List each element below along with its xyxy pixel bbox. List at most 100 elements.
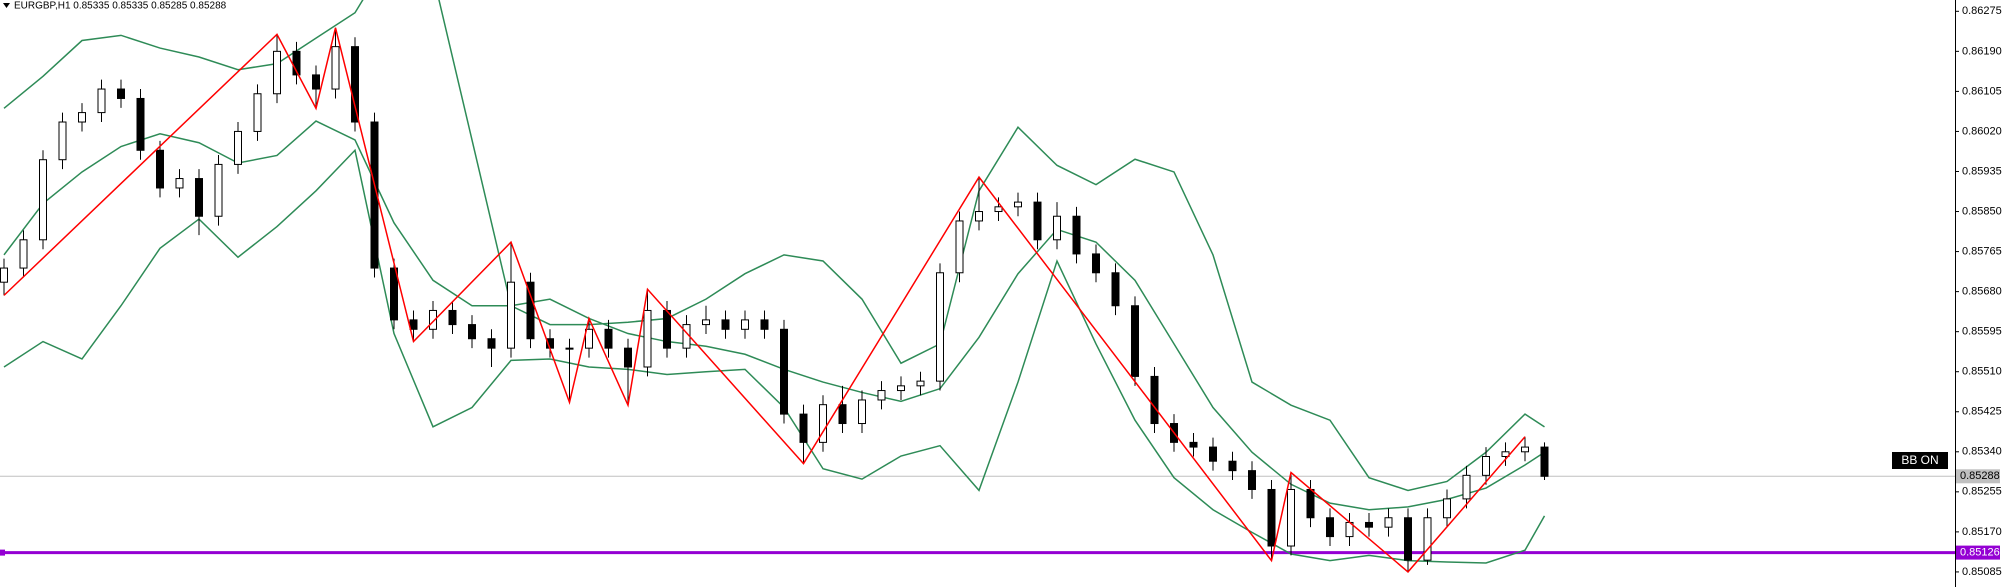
candle-body <box>604 328 613 349</box>
y-tick-label: 0.86275 <box>1962 5 2002 17</box>
candle-body <box>838 404 847 425</box>
band-upper <box>3 0 1545 492</box>
candle-body <box>195 178 203 217</box>
candle-body <box>117 88 125 99</box>
candle-body <box>312 74 320 90</box>
candle-body <box>19 239 28 269</box>
candle-body <box>1228 460 1237 472</box>
candle-body <box>916 380 925 387</box>
y-tick-label: 0.85595 <box>1962 326 2002 338</box>
y-tick-label: 0.85085 <box>1962 566 2002 578</box>
y-tick-label: 0.85170 <box>1962 526 2002 538</box>
y-tick-label: 0.86190 <box>1962 45 2002 57</box>
candle-body <box>877 390 886 401</box>
candle-body <box>78 112 86 123</box>
y-tick-label: 0.85765 <box>1962 245 2002 257</box>
candle-body <box>1287 488 1295 547</box>
badge-box[interactable] <box>1892 452 1948 469</box>
candle-body <box>1482 456 1490 476</box>
candle-body <box>253 93 262 132</box>
candle-body <box>624 347 632 368</box>
candle-body <box>643 309 652 368</box>
candle-body <box>429 309 437 330</box>
candle-body <box>565 347 574 350</box>
candle-body <box>273 50 281 95</box>
candle-body <box>936 272 944 382</box>
candle-body <box>955 220 964 274</box>
candle-body <box>1072 215 1081 255</box>
y-tick-label: 0.85425 <box>1962 406 2002 418</box>
candle-body <box>409 319 418 330</box>
zigzag-line <box>3 27 1526 573</box>
candle-body <box>721 319 730 330</box>
candle-body <box>1423 517 1432 561</box>
candle-body <box>1033 201 1042 241</box>
candle-body <box>799 413 808 443</box>
plot-area <box>0 0 1955 573</box>
candle-body <box>1521 446 1529 453</box>
y-tick-label: 0.85850 <box>1962 205 2002 217</box>
y-tick-label: 0.85680 <box>1962 286 2002 298</box>
candle-body <box>858 399 866 425</box>
candle-body <box>0 267 8 283</box>
candle-body <box>58 121 67 161</box>
candle-body <box>351 46 359 123</box>
candle-body <box>136 97 145 151</box>
price-label-box <box>1956 545 2000 560</box>
candle-body <box>760 319 769 330</box>
candle-body <box>1462 474 1471 500</box>
candle-body <box>390 267 398 321</box>
candle-body <box>994 206 1003 213</box>
candle-body <box>1267 488 1276 547</box>
candle-body <box>331 46 340 90</box>
candle-body <box>1306 488 1315 519</box>
candle-body <box>39 159 47 241</box>
menu-triangle[interactable] <box>3 3 10 8</box>
y-tick-label: 0.85340 <box>1962 446 2002 458</box>
candle-body <box>1111 272 1120 307</box>
candle-body <box>214 163 223 217</box>
candle-body <box>1248 470 1256 490</box>
candle-body <box>1404 517 1412 561</box>
candle-body <box>507 281 515 349</box>
candle-body <box>97 88 106 114</box>
candle-body <box>1326 517 1334 538</box>
badge[interactable]: BB ON <box>1901 453 1938 467</box>
candle-body <box>585 328 593 349</box>
candle-body <box>156 149 164 189</box>
y-tick-label: 0.85255 <box>1962 486 2002 498</box>
candle-body <box>175 178 184 189</box>
candle-body <box>448 309 457 326</box>
candle-body <box>897 385 905 392</box>
candle-body <box>487 338 496 349</box>
candle-body <box>1150 375 1159 425</box>
candle-body <box>1209 446 1217 462</box>
candle-body <box>526 281 535 340</box>
chart-title: EURGBP,H1 0.85335 0.85335 0.85285 0.8528… <box>14 1 227 12</box>
candle-body <box>468 324 476 340</box>
candle-body <box>1014 201 1022 208</box>
y-tick-label: 0.85510 <box>1962 366 2002 378</box>
price-label-box <box>1956 469 2000 484</box>
candle-body <box>702 319 710 326</box>
candle-body <box>1540 446 1549 477</box>
y-tick-label: 0.85935 <box>1962 165 2002 177</box>
candle-body <box>1365 521 1373 528</box>
y-tick-label: 0.86020 <box>1962 125 2002 137</box>
candle-body <box>780 328 788 415</box>
line-handle <box>0 549 5 556</box>
candle-body <box>1053 215 1061 241</box>
candle-body <box>1384 517 1393 528</box>
candle-body <box>663 309 671 349</box>
candle-body <box>370 121 379 269</box>
candle-body <box>975 211 983 222</box>
price-label: 0.85126 <box>1960 547 2000 559</box>
price-label: 0.85288 <box>1960 470 2000 482</box>
candle-body <box>234 130 242 165</box>
candle-body <box>1443 498 1451 519</box>
candle-body <box>1131 305 1139 377</box>
candle-body <box>1092 253 1100 274</box>
